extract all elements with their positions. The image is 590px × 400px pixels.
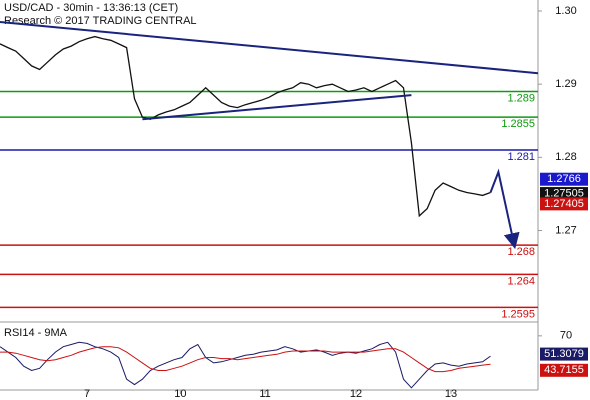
y-tick-label: 1.28 — [555, 151, 576, 163]
x-tick-label: 10 — [174, 388, 186, 400]
price-marker — [540, 187, 588, 201]
level-label: 1.289 — [507, 92, 535, 104]
level-label: 1.281 — [507, 151, 535, 163]
y-tick-label: 1.29 — [555, 78, 576, 90]
price-marker-label: 1.2766 — [547, 173, 581, 185]
rsi-line — [0, 341, 491, 389]
y-tick-label: 1.30 — [555, 5, 576, 17]
price-line — [0, 35, 491, 218]
y-tick-label: 1.27 — [555, 224, 576, 236]
price-marker-label: 1.27405 — [544, 198, 584, 210]
price-marker-label: 1.27505 — [544, 187, 584, 199]
trend-line — [142, 94, 412, 121]
price-marker — [540, 172, 588, 186]
rsi-marker — [540, 347, 588, 361]
x-tick-label: 13 — [445, 388, 457, 400]
rsi-marker — [540, 363, 588, 377]
level-label: 1.268 — [507, 246, 535, 258]
price-marker — [540, 197, 588, 211]
trend-line — [0, 21, 539, 75]
chart-title: USD/CAD - 30min - 13:36:13 (CET) — [4, 2, 178, 14]
level-label: 1.264 — [507, 275, 535, 287]
x-tick-label: 11 — [259, 388, 270, 400]
x-tick-label: 12 — [350, 388, 362, 400]
rsi-title: RSI14 - 9MA — [4, 327, 68, 339]
x-tick-label: 7 — [84, 388, 90, 400]
level-label: 1.2855 — [501, 118, 535, 130]
rsi-line — [0, 346, 491, 373]
level-label: 1.2595 — [501, 308, 535, 320]
rsi-tick-label: 70 — [560, 330, 572, 342]
chart-subtitle: Research © 2017 TRADING CENTRAL — [4, 15, 197, 27]
rsi-marker-label: 51.3079 — [544, 348, 584, 360]
forecast-arrow — [489, 168, 520, 250]
rsi-marker-label: 43.7155 — [544, 364, 584, 376]
